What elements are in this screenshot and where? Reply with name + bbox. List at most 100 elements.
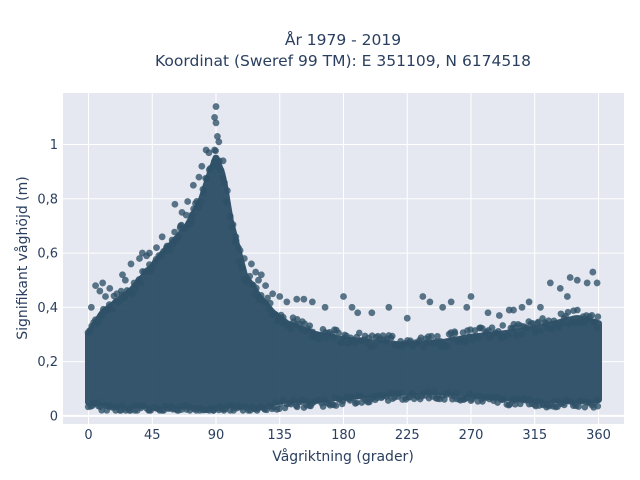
scatter-point	[474, 334, 482, 341]
scatter-point	[262, 282, 269, 290]
scatter-point	[224, 199, 231, 207]
scatter-point	[510, 306, 517, 314]
scatter-point	[403, 314, 411, 322]
scatter-point	[387, 389, 395, 397]
scatter-point	[171, 228, 178, 236]
x-tick-label: 90	[208, 428, 225, 443]
scatter-point	[348, 303, 356, 311]
scatter-point	[594, 402, 602, 410]
scatter-point	[583, 279, 591, 287]
scatter-point	[280, 314, 287, 321]
scatter-point	[519, 330, 526, 338]
x-tick-label: 270	[459, 428, 484, 443]
scatter-point	[556, 284, 564, 292]
scatter-point	[223, 187, 231, 195]
scatter-point	[189, 181, 197, 189]
scatter-points	[87, 103, 601, 322]
scatter-point	[330, 334, 337, 341]
scatter-point	[501, 395, 508, 403]
scatter-point	[276, 293, 284, 300]
scatter-point	[269, 290, 277, 298]
scatter-point	[300, 295, 308, 303]
scatter-point	[321, 303, 329, 311]
x-tick-labels: 0 45 90 135 180 225 270 315 360	[84, 428, 611, 443]
scatter-point	[102, 293, 109, 300]
scatter-point	[546, 279, 554, 287]
scatter-point	[505, 331, 512, 339]
scatter-point	[349, 394, 357, 402]
scatter-point	[190, 205, 197, 213]
scatter-point	[591, 318, 598, 326]
scatter-point	[248, 260, 255, 268]
scatter-point	[566, 274, 574, 281]
scatter-point	[109, 306, 116, 313]
scatter-point	[217, 166, 225, 174]
scatter-point	[229, 221, 237, 228]
scatter-point	[385, 303, 393, 311]
y-tick-label: 1	[50, 138, 58, 153]
scatter-point	[262, 299, 269, 307]
scatter-point	[426, 298, 434, 306]
scatter-point	[563, 293, 571, 300]
scatter-point	[484, 309, 492, 317]
scatter-point	[564, 308, 572, 316]
scatter-point	[453, 389, 460, 397]
scatter-point	[198, 162, 206, 170]
scatter-point	[594, 313, 602, 320]
scatter-point	[581, 403, 589, 411]
scatter-point	[136, 255, 143, 262]
scatter-point	[419, 293, 427, 300]
y-tick-label: 0,2	[37, 355, 58, 370]
scatter-point	[322, 334, 330, 342]
scatter-point	[119, 271, 126, 279]
x-tick-label: 315	[522, 428, 547, 443]
scatter-point	[523, 325, 531, 332]
scatter-point	[205, 149, 213, 157]
y-tick-labels: 0 0,2 0,4 0,6 0,8 1	[37, 138, 58, 424]
scatter-point	[297, 325, 305, 332]
scatter-point	[428, 332, 435, 340]
scatter-point	[355, 329, 363, 337]
scatter-point	[308, 298, 316, 306]
scatter-point	[265, 305, 273, 313]
scatter-point	[368, 309, 376, 317]
scatter-point	[239, 264, 246, 272]
scatter-point	[332, 402, 340, 409]
scatter-point	[121, 276, 129, 284]
scatter-point	[593, 279, 601, 287]
scatter-point	[171, 200, 179, 208]
scatter-point	[232, 233, 240, 241]
scatter-point	[195, 203, 203, 211]
scatter-point	[153, 244, 160, 252]
chart-title-line-2: Koordinat (Sweref 99 TM): E 351109, N 61…	[155, 52, 531, 70]
scatter-point	[397, 389, 405, 397]
y-tick-label: 0	[50, 409, 58, 424]
scatter-point	[264, 294, 271, 302]
scatter-point	[488, 324, 496, 331]
scatter-point	[158, 233, 166, 241]
scatter-point	[236, 246, 244, 254]
scatter-point	[439, 303, 447, 311]
y-tick-label: 0,4	[37, 301, 58, 316]
x-tick-label: 45	[144, 428, 161, 443]
scatter-point	[211, 146, 218, 154]
scatter-point	[105, 301, 113, 308]
scatter-point	[203, 175, 211, 182]
scatter-point	[235, 258, 243, 266]
scatter-point	[215, 138, 223, 146]
scatter-point	[444, 343, 451, 350]
scatter-point	[340, 293, 347, 300]
scatter-point	[351, 339, 359, 346]
scatter-point	[121, 292, 129, 300]
scatter-point	[549, 325, 556, 333]
scatter-point	[335, 329, 342, 337]
scatter-point	[143, 252, 150, 260]
scatter-point	[252, 268, 260, 276]
scatter-point	[211, 114, 218, 121]
scatter-point	[197, 198, 204, 206]
scatter-point	[116, 297, 123, 305]
scatter-point	[293, 295, 301, 303]
scatter-point	[188, 211, 196, 219]
x-tick-label: 135	[267, 428, 292, 443]
